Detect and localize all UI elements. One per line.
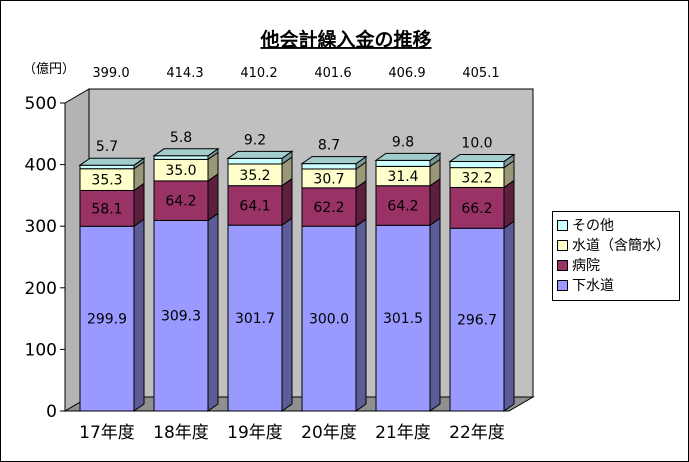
legend-label: その他 (572, 218, 614, 234)
data-label: 296.7 (457, 313, 497, 329)
x-tick-label: 22年度 (449, 423, 505, 443)
legend-label: 下水道 (572, 278, 614, 294)
data-label: 64.2 (387, 199, 418, 215)
data-label: 9.2 (244, 132, 266, 148)
y-tick-label: 400 (25, 156, 57, 176)
data-label: 66.2 (461, 201, 492, 217)
bar-top (78, 157, 146, 166)
x-tick-label: 20年度 (301, 423, 357, 443)
bar-segment (375, 224, 431, 412)
y-tick-label: 300 (25, 217, 57, 237)
data-label: 5.8 (170, 130, 192, 146)
total-label: 414.3 (166, 66, 203, 81)
data-label: 35.2 (239, 168, 270, 184)
data-label: 35.3 (91, 173, 122, 189)
legend-label: 水道（含簡水） (572, 238, 670, 254)
bar-segment-side (207, 172, 219, 222)
bar-segment (227, 157, 283, 165)
total-label: 405.1 (462, 66, 499, 81)
bar-segment-side (503, 179, 515, 230)
x-tick-label: 21年度 (375, 423, 431, 443)
legend-item: その他 (557, 215, 675, 235)
y-tick-label: 100 (25, 340, 57, 360)
bar-segment-side (503, 220, 515, 412)
legend-swatch (557, 219, 568, 231)
x-tick-label: 17年度 (79, 423, 135, 443)
legend-item: 下水道 (557, 275, 675, 295)
bar-segment-side (355, 179, 367, 228)
bar-segment-side (133, 218, 145, 412)
legend-label: 病院 (572, 258, 600, 274)
data-label: 301.7 (235, 311, 275, 327)
bar-segment (449, 160, 505, 169)
bar-segment (79, 164, 135, 170)
bar-segment (153, 219, 209, 412)
data-label: 64.1 (239, 198, 270, 214)
legend-item: 水道（含簡水） (557, 235, 675, 255)
total-label: 410.2 (240, 66, 277, 81)
bar-segment-side (429, 217, 441, 412)
legend-item: 病院 (557, 255, 675, 275)
total-label: 406.9 (388, 66, 425, 81)
data-label: 300.0 (309, 312, 349, 328)
bar-segment (449, 186, 505, 229)
data-label: 32.2 (461, 171, 492, 187)
bar-top (300, 156, 368, 165)
data-label: 309.3 (161, 309, 201, 325)
bar-segment (301, 163, 357, 170)
data-label: 299.9 (87, 312, 127, 328)
bar-segment-side (355, 218, 367, 412)
data-label: 5.7 (96, 139, 118, 155)
total-label: 399.0 (92, 66, 129, 81)
x-tick-label: 19年度 (227, 423, 283, 443)
bar-segment-side (207, 212, 219, 412)
x-tick-label: 18年度 (153, 423, 209, 443)
bar-top (374, 152, 442, 161)
legend-swatch (557, 239, 568, 251)
bar-segment (227, 185, 283, 226)
data-label: 31.4 (387, 169, 418, 185)
y-tick-label: 0 (46, 402, 57, 422)
bar-segment-side (281, 217, 293, 412)
data-label: 64.2 (165, 194, 196, 210)
bar-segment-side (429, 177, 441, 227)
data-label: 58.1 (91, 201, 122, 217)
data-label: 62.2 (313, 200, 344, 216)
data-label: 10.0 (461, 135, 492, 151)
data-label: 35.0 (165, 163, 196, 179)
bar-segment (153, 155, 209, 160)
bar-top (226, 150, 294, 159)
bar-segment (375, 159, 431, 167)
bar-segment (449, 227, 505, 412)
legend: その他水道（含簡水） 病院下水道 (552, 211, 680, 301)
bar-top (448, 153, 516, 162)
plot-area: 0 100 200 300 400 500 299.9 58.1 35.3 5.7 399.0 17年… (25, 66, 535, 443)
bar-segment (227, 224, 283, 412)
unit-label: （億円） (23, 61, 75, 77)
data-label: 30.7 (313, 171, 344, 187)
bar-top (152, 148, 220, 157)
bar-segment (79, 189, 135, 227)
total-label: 401.6 (314, 66, 351, 81)
y-tick-label: 500 (25, 94, 57, 114)
bar-segment (375, 185, 431, 226)
legend-swatch (557, 259, 568, 271)
bar-segment (153, 180, 209, 221)
y-tick-label: 200 (25, 279, 57, 299)
legend-swatch (557, 279, 568, 291)
bar-segment-side (281, 177, 293, 227)
data-label: 9.8 (392, 134, 414, 150)
data-label: 8.7 (318, 138, 340, 154)
chart-title: 他会計繰入金の推移 (259, 28, 431, 51)
data-label: 301.5 (383, 311, 423, 327)
